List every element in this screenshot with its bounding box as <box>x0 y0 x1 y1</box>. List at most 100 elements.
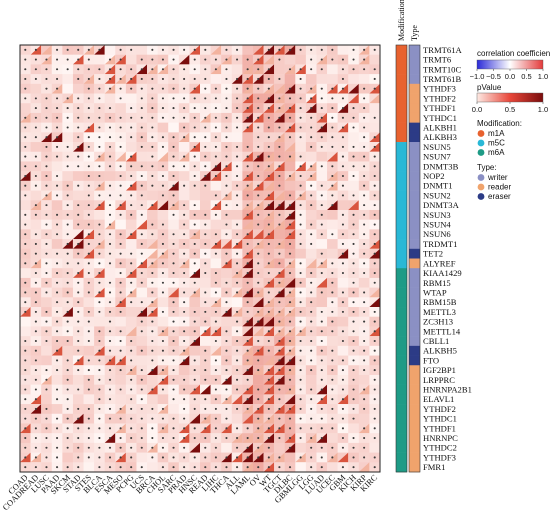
significance-dot <box>278 349 281 352</box>
significance-dot <box>119 262 122 265</box>
significance-dot <box>193 369 196 372</box>
heatmap-cell <box>284 54 296 65</box>
heatmap-cell <box>337 277 349 288</box>
significance-dot <box>87 310 90 313</box>
significance-dot <box>24 446 27 449</box>
significance-dot <box>193 330 196 333</box>
significance-dot <box>341 359 344 362</box>
significance-dot <box>236 330 239 333</box>
significance-dot <box>119 58 122 61</box>
significance-dot <box>172 398 175 401</box>
modification-strip-cell <box>396 248 407 259</box>
pvalue-triangle <box>72 413 84 424</box>
significance-dot <box>299 87 302 90</box>
heatmap-cell <box>115 394 127 405</box>
significance-dot <box>246 349 249 352</box>
significance-dot <box>140 213 143 216</box>
significance-dot <box>183 359 186 362</box>
heatmap-cell <box>200 336 211 347</box>
significance-dot <box>257 204 260 207</box>
modification-legend-label: m1A <box>488 129 505 138</box>
heatmap-cell <box>136 355 148 366</box>
significance-dot <box>56 398 59 401</box>
significance-dot <box>193 155 196 158</box>
heatmap-cell <box>305 209 317 220</box>
heatmap-cell <box>295 462 307 473</box>
significance-dot <box>151 407 154 410</box>
row-label: METTL14 <box>423 326 461 336</box>
pvalue-triangle <box>242 151 253 162</box>
significance-dot <box>299 126 302 129</box>
type-strip-cell <box>409 74 420 85</box>
significance-dot <box>119 369 122 372</box>
significance-dot <box>352 310 355 313</box>
significance-dot <box>193 68 196 71</box>
heatmap-cell <box>20 200 31 211</box>
significance-dot <box>130 359 133 362</box>
significance-dot <box>183 272 186 275</box>
significance-dot <box>108 446 112 449</box>
significance-dot <box>130 136 133 139</box>
significance-dot <box>34 242 37 245</box>
significance-dot <box>257 291 260 294</box>
significance-dot <box>45 320 48 323</box>
significance-dot <box>98 291 101 294</box>
significance-dot <box>341 155 344 158</box>
heatmap-cell <box>30 142 42 152</box>
significance-dot <box>214 68 217 71</box>
significance-dot <box>331 116 334 119</box>
significance-dot <box>288 126 292 129</box>
pvalue-triangle <box>274 239 285 249</box>
significance-dot <box>24 68 27 71</box>
pvalue-triangle <box>94 239 105 249</box>
significance-dot <box>140 301 143 304</box>
significance-dot <box>24 291 27 294</box>
significance-dot <box>257 242 260 245</box>
significance-dot <box>341 417 344 420</box>
significance-dot <box>172 116 175 119</box>
significance-dot <box>119 456 122 459</box>
significance-dot <box>34 456 37 459</box>
significance-dot <box>108 107 112 110</box>
significance-dot <box>363 145 366 148</box>
significance-dot <box>236 281 239 284</box>
heatmap-cell <box>41 355 52 366</box>
significance-dot <box>98 446 101 449</box>
significance-dot <box>119 194 122 197</box>
significance-dot <box>172 466 175 469</box>
significance-dot <box>299 242 302 245</box>
significance-dot <box>246 77 249 81</box>
pvalue-triangle <box>327 151 338 162</box>
significance-dot <box>130 427 133 430</box>
significance-dot <box>363 155 366 158</box>
row-label: WTAP <box>423 287 447 297</box>
significance-dot <box>56 233 59 236</box>
significance-dot <box>151 427 154 430</box>
significance-dot <box>130 68 133 71</box>
significance-dot <box>331 184 334 187</box>
pvalue-triangle <box>263 462 275 472</box>
significance-dot <box>214 339 217 343</box>
pvalue-triangle <box>337 103 349 113</box>
significance-dot <box>299 223 302 226</box>
significance-dot <box>172 184 175 187</box>
significance-dot <box>257 339 260 343</box>
significance-dot <box>56 97 59 100</box>
significance-dot <box>214 145 217 148</box>
pvalue-triangle <box>274 345 285 356</box>
row-label: YTHDF1 <box>423 423 456 433</box>
significance-dot <box>172 48 175 51</box>
significance-dot <box>45 427 48 430</box>
modification-strip-cell <box>396 452 407 463</box>
significance-dot <box>352 339 355 343</box>
heatmap-cell <box>125 219 137 230</box>
significance-dot <box>310 407 313 410</box>
significance-dot <box>66 126 69 129</box>
significance-dot <box>320 223 323 226</box>
significance-dot <box>108 330 112 333</box>
type-strip-cell <box>409 374 420 385</box>
significance-dot <box>310 281 313 284</box>
significance-dot <box>278 223 281 226</box>
significance-dot <box>45 116 48 119</box>
significance-dot <box>87 97 90 100</box>
